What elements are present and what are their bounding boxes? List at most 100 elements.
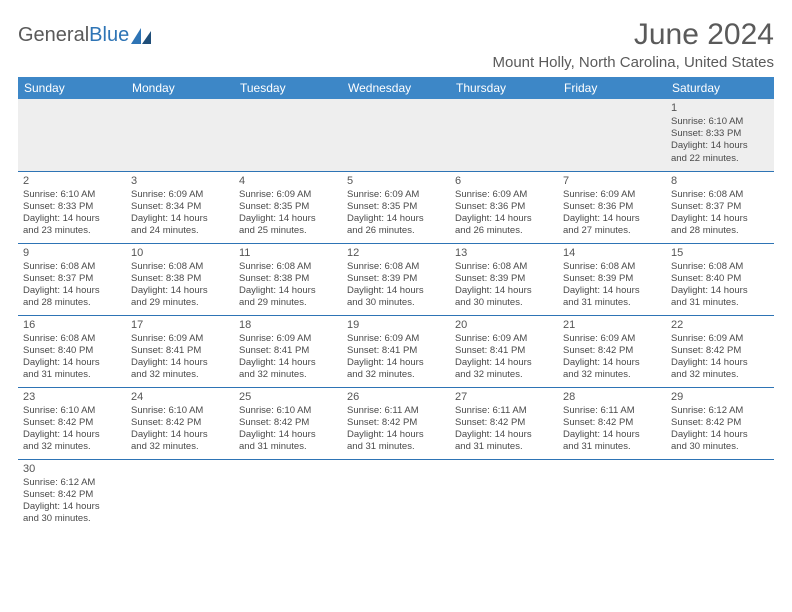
daylight-line: Daylight: 14 hours [23,285,121,297]
sunset-line: Sunset: 8:35 PM [347,201,445,213]
day-cell: 13Sunrise: 6:08 AMSunset: 8:39 PMDayligh… [450,243,558,315]
day-cell: 19Sunrise: 6:09 AMSunset: 8:41 PMDayligh… [342,315,450,387]
day-cell: 27Sunrise: 6:11 AMSunset: 8:42 PMDayligh… [450,387,558,459]
sunrise-line: Sunrise: 6:09 AM [563,333,661,345]
sunset-line: Sunset: 8:39 PM [347,273,445,285]
sunset-line: Sunset: 8:42 PM [23,417,121,429]
sunset-line: Sunset: 8:42 PM [563,345,661,357]
daylight-line: and 30 minutes. [671,441,769,453]
day-number: 4 [239,174,337,188]
daylight-line: Daylight: 14 hours [23,357,121,369]
daylight-line: Daylight: 14 hours [239,213,337,225]
sunset-line: Sunset: 8:41 PM [455,345,553,357]
day-cell: 12Sunrise: 6:08 AMSunset: 8:39 PMDayligh… [342,243,450,315]
sunrise-line: Sunrise: 6:10 AM [23,405,121,417]
daylight-line: Daylight: 14 hours [563,285,661,297]
sunset-line: Sunset: 8:39 PM [455,273,553,285]
daylight-line: and 29 minutes. [239,297,337,309]
week-row: 16Sunrise: 6:08 AMSunset: 8:40 PMDayligh… [18,315,774,387]
sunrise-line: Sunrise: 6:08 AM [455,261,553,273]
daylight-line: and 31 minutes. [239,441,337,453]
day-number: 25 [239,390,337,404]
week-row: 9Sunrise: 6:08 AMSunset: 8:37 PMDaylight… [18,243,774,315]
day-cell: 26Sunrise: 6:11 AMSunset: 8:42 PMDayligh… [342,387,450,459]
sunrise-line: Sunrise: 6:10 AM [671,116,769,128]
day-number: 24 [131,390,229,404]
daylight-line: Daylight: 14 hours [563,429,661,441]
sunset-line: Sunset: 8:39 PM [563,273,661,285]
sunset-line: Sunset: 8:34 PM [131,201,229,213]
sunrise-line: Sunrise: 6:08 AM [23,333,121,345]
day-cell: 25Sunrise: 6:10 AMSunset: 8:42 PMDayligh… [234,387,342,459]
calendar-table: Sunday Monday Tuesday Wednesday Thursday… [18,77,774,531]
daylight-line: and 22 minutes. [671,153,769,165]
day-cell: 24Sunrise: 6:10 AMSunset: 8:42 PMDayligh… [126,387,234,459]
day-cell [450,459,558,531]
day-number: 30 [23,462,121,476]
sunrise-line: Sunrise: 6:08 AM [671,261,769,273]
sunrise-line: Sunrise: 6:09 AM [239,189,337,201]
daylight-line: Daylight: 14 hours [131,285,229,297]
logo-text-blue: Blue [89,24,129,46]
daylight-line: and 31 minutes. [23,369,121,381]
week-row: 30Sunrise: 6:12 AMSunset: 8:42 PMDayligh… [18,459,774,531]
day-number: 19 [347,318,445,332]
week-row: 1Sunrise: 6:10 AMSunset: 8:33 PMDaylight… [18,99,774,171]
sunrise-line: Sunrise: 6:09 AM [239,333,337,345]
daylight-line: Daylight: 14 hours [23,501,121,513]
day-number: 1 [671,101,769,115]
location: Mount Holly, North Carolina, United Stat… [492,54,774,71]
sunrise-line: Sunrise: 6:08 AM [671,189,769,201]
daylight-line: and 24 minutes. [131,225,229,237]
day-number: 3 [131,174,229,188]
sunset-line: Sunset: 8:38 PM [239,273,337,285]
sunset-line: Sunset: 8:37 PM [23,273,121,285]
daylight-line: and 32 minutes. [23,441,121,453]
sunset-line: Sunset: 8:42 PM [671,345,769,357]
daylight-line: and 29 minutes. [131,297,229,309]
sunrise-line: Sunrise: 6:10 AM [23,189,121,201]
day-cell [126,99,234,171]
sunrise-line: Sunrise: 6:09 AM [455,189,553,201]
logo-text: GeneralBlue [18,24,129,47]
daylight-line: Daylight: 14 hours [239,285,337,297]
daylight-line: and 26 minutes. [347,225,445,237]
sunrise-line: Sunrise: 6:09 AM [131,189,229,201]
daylight-line: Daylight: 14 hours [131,213,229,225]
day-cell: 21Sunrise: 6:09 AMSunset: 8:42 PMDayligh… [558,315,666,387]
day-cell: 9Sunrise: 6:08 AMSunset: 8:37 PMDaylight… [18,243,126,315]
day-number: 17 [131,318,229,332]
sunrise-line: Sunrise: 6:08 AM [239,261,337,273]
day-number: 12 [347,246,445,260]
sunset-line: Sunset: 8:42 PM [455,417,553,429]
day-number: 13 [455,246,553,260]
daylight-line: and 32 minutes. [131,369,229,381]
sunrise-line: Sunrise: 6:09 AM [671,333,769,345]
daylight-line: and 23 minutes. [23,225,121,237]
daylight-line: Daylight: 14 hours [131,429,229,441]
daylight-line: Daylight: 14 hours [455,429,553,441]
day-header-row: Sunday Monday Tuesday Wednesday Thursday… [18,77,774,99]
sunset-line: Sunset: 8:36 PM [563,201,661,213]
week-row: 23Sunrise: 6:10 AMSunset: 8:42 PMDayligh… [18,387,774,459]
day-cell: 20Sunrise: 6:09 AMSunset: 8:41 PMDayligh… [450,315,558,387]
day-cell: 4Sunrise: 6:09 AMSunset: 8:35 PMDaylight… [234,171,342,243]
day-header: Friday [558,77,666,99]
day-number: 28 [563,390,661,404]
sunset-line: Sunset: 8:38 PM [131,273,229,285]
day-cell [234,459,342,531]
sunset-line: Sunset: 8:42 PM [671,417,769,429]
daylight-line: and 32 minutes. [455,369,553,381]
day-number: 22 [671,318,769,332]
week-row: 2Sunrise: 6:10 AMSunset: 8:33 PMDaylight… [18,171,774,243]
sunset-line: Sunset: 8:35 PM [239,201,337,213]
sunrise-line: Sunrise: 6:08 AM [131,261,229,273]
sunset-line: Sunset: 8:41 PM [347,345,445,357]
day-number: 23 [23,390,121,404]
day-cell: 16Sunrise: 6:08 AMSunset: 8:40 PMDayligh… [18,315,126,387]
sunset-line: Sunset: 8:37 PM [671,201,769,213]
daylight-line: and 26 minutes. [455,225,553,237]
day-cell [558,99,666,171]
day-cell: 6Sunrise: 6:09 AMSunset: 8:36 PMDaylight… [450,171,558,243]
logo-text-general: General [18,24,89,46]
